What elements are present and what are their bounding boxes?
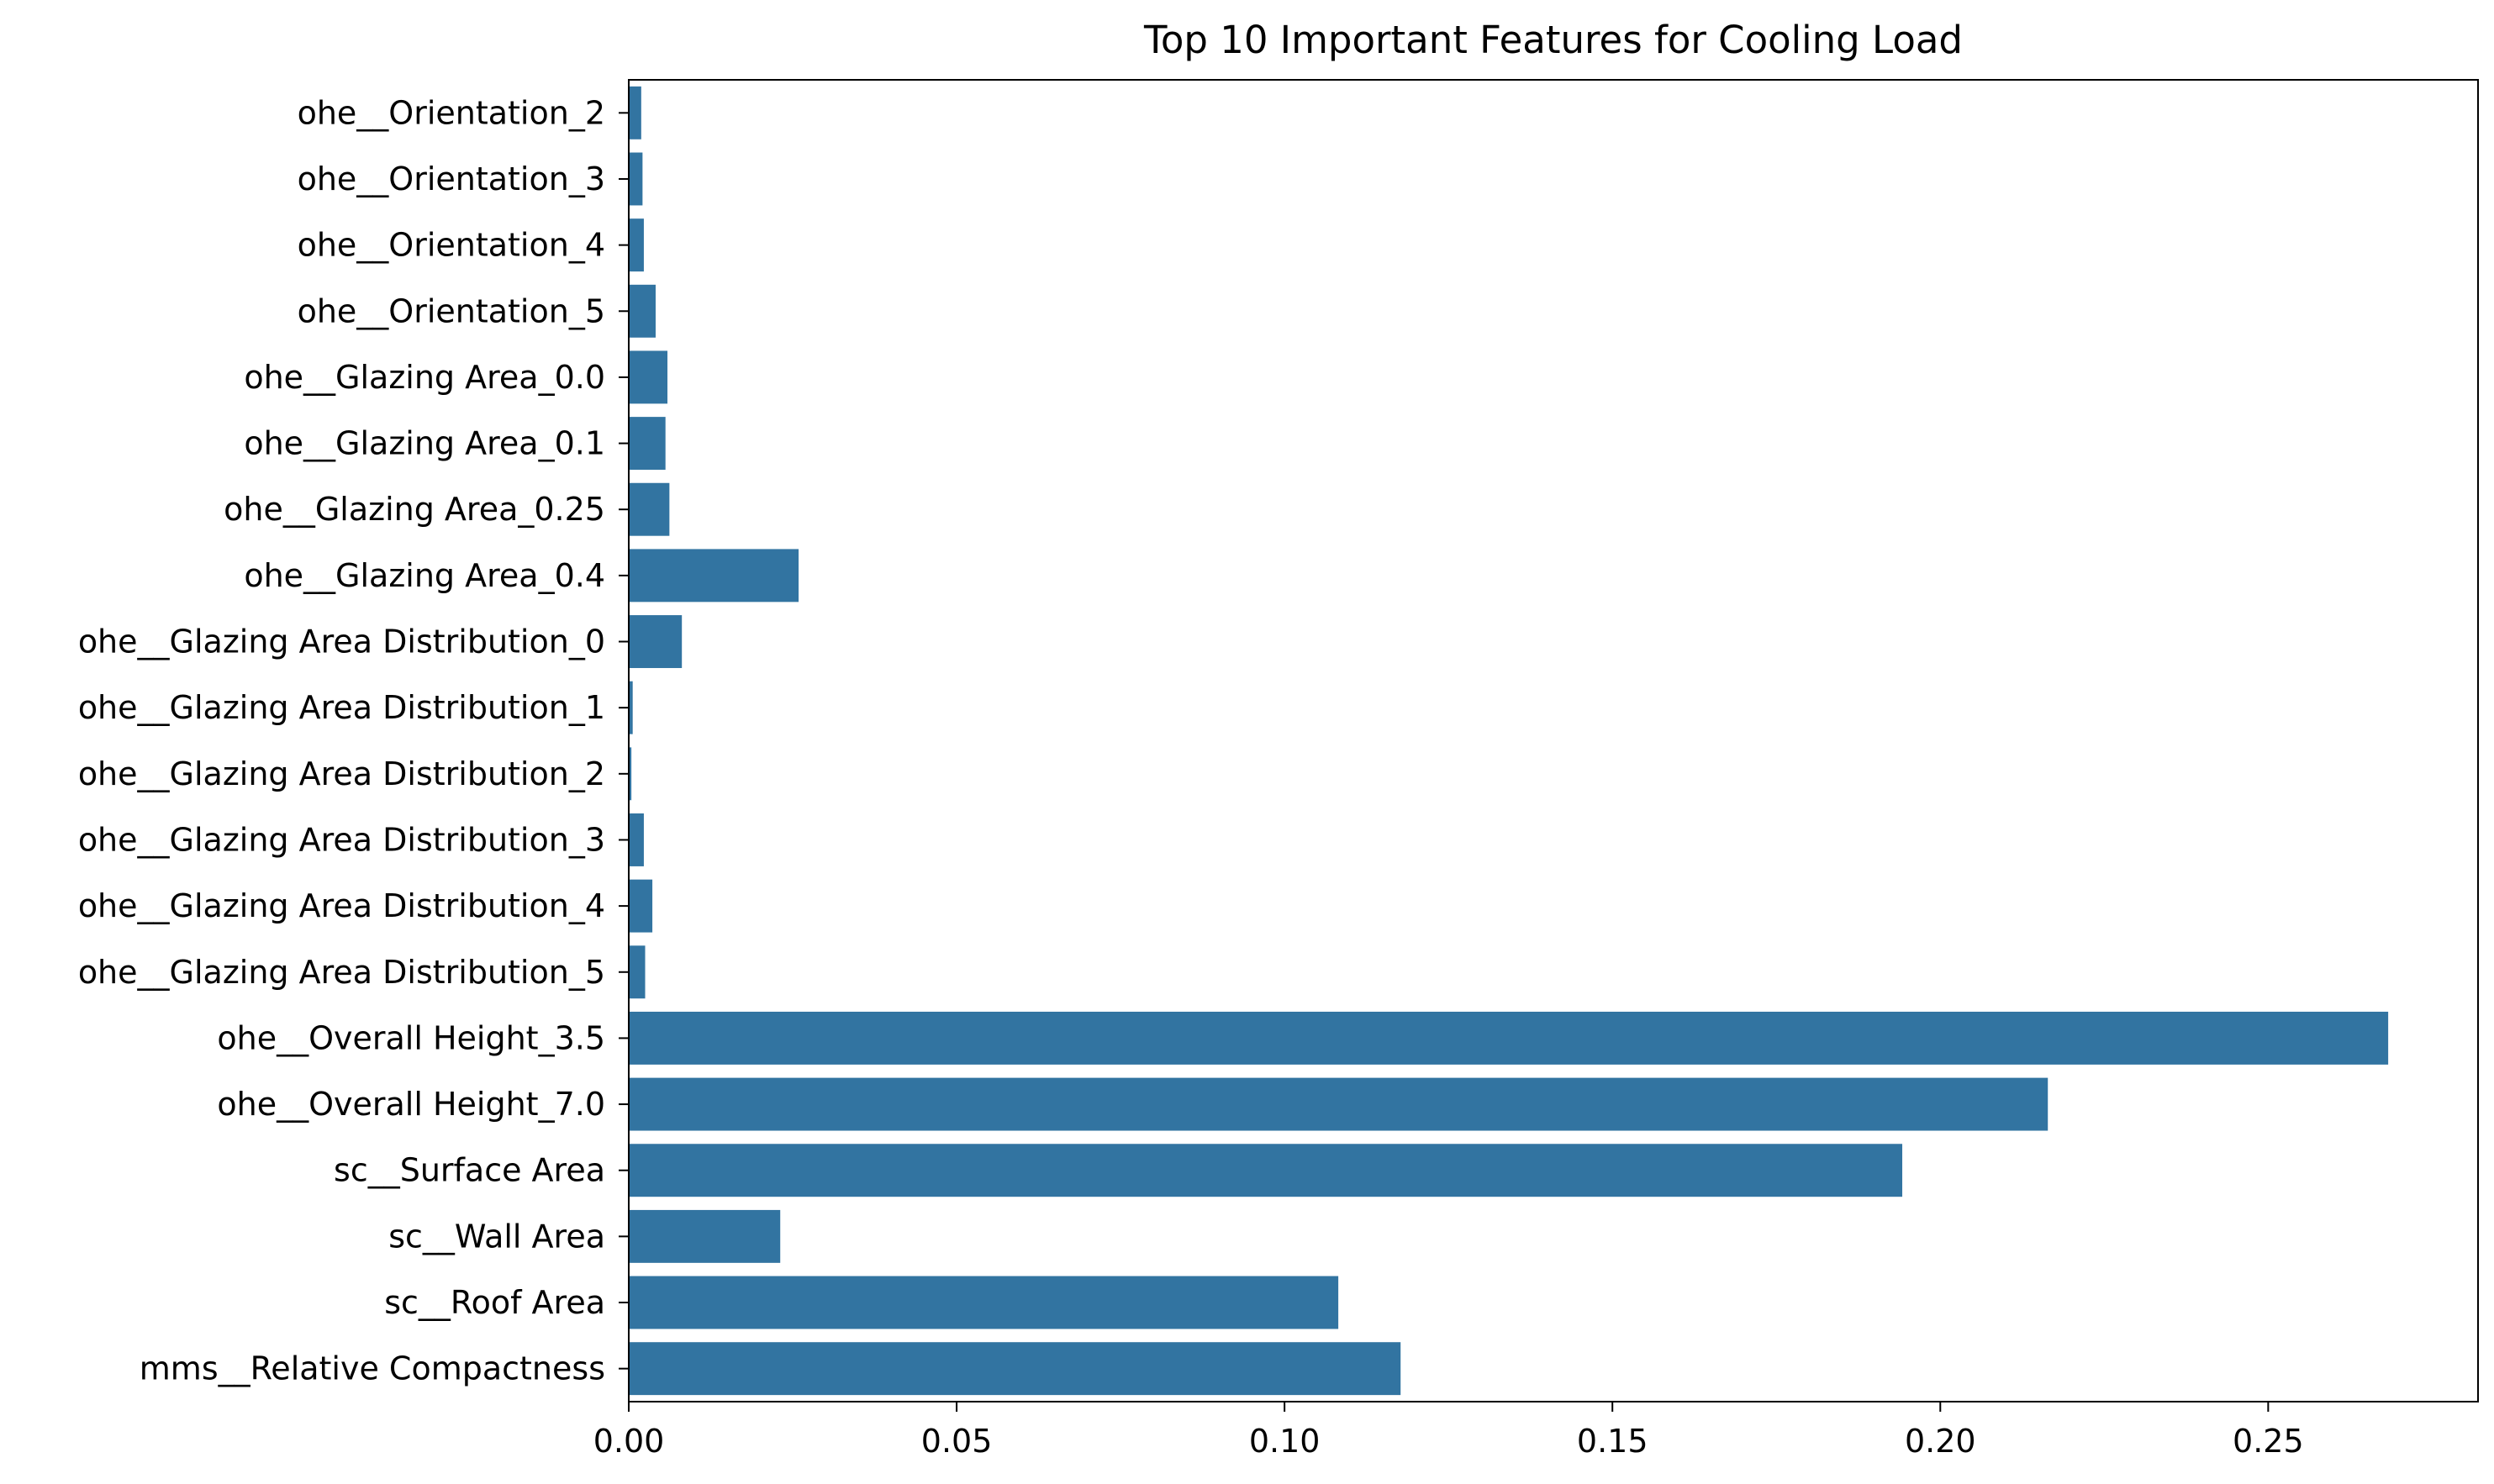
bar (629, 1276, 1339, 1329)
y-tick-label: ohe__Overall Height_3.5 (217, 1019, 605, 1056)
bar (629, 879, 653, 933)
bar (629, 1011, 2389, 1065)
bar (629, 482, 670, 536)
bars-group (629, 86, 2389, 1396)
y-tick-label: ohe__Overall Height_7.0 (217, 1086, 605, 1123)
y-tick-label: ohe__Glazing Area Distribution_4 (78, 887, 605, 924)
bar (629, 1342, 1401, 1396)
bar (629, 417, 666, 471)
bar (629, 350, 668, 404)
y-tick-label: ohe__Orientation_3 (298, 161, 605, 197)
y-tick-label: sc__Surface Area (334, 1152, 605, 1189)
x-tick-label: 0.10 (1249, 1423, 1321, 1460)
bar (629, 945, 646, 999)
y-tick-label: ohe__Orientation_2 (298, 94, 605, 131)
bar (629, 86, 641, 139)
bar (629, 218, 644, 272)
bar (629, 1077, 2048, 1131)
x-tick-label: 0.15 (1577, 1423, 1648, 1460)
y-tick-label: ohe__Glazing Area_0.0 (244, 359, 605, 396)
bar (629, 549, 799, 603)
chart-title: Top 10 Important Features for Cooling Lo… (1143, 18, 1963, 62)
y-tick-label: sc__Wall Area (388, 1218, 605, 1255)
bar (629, 284, 656, 338)
x-tick-label: 0.00 (593, 1423, 665, 1460)
bar (629, 1144, 1903, 1197)
x-axis-ticks: 0.00 0.05 0.10 0.15 0.20 0.25 (593, 1402, 2304, 1460)
x-tick-label: 0.05 (921, 1423, 993, 1460)
y-tick-label: ohe__Glazing Area_0.1 (244, 425, 605, 462)
bar (629, 152, 643, 206)
bar (629, 1209, 781, 1263)
y-tick-label: sc__Roof Area (384, 1284, 605, 1321)
y-tick-label: ohe__Orientation_5 (298, 292, 605, 329)
bar (629, 747, 632, 801)
plot-frame (628, 79, 2479, 1402)
y-tick-label: ohe__Glazing Area Distribution_3 (78, 821, 605, 858)
y-tick-label: ohe__Glazing Area Distribution_0 (78, 624, 605, 660)
x-tick-label: 0.20 (1905, 1423, 1976, 1460)
y-tick-label: ohe__Glazing Area Distribution_2 (78, 755, 605, 792)
y-tick-label: ohe__Orientation_4 (298, 227, 605, 264)
bar (629, 813, 644, 866)
bar (629, 615, 683, 668)
y-tick-label: ohe__Glazing Area_0.4 (244, 557, 605, 594)
y-tick-label: mms__Relative Compactness (140, 1350, 605, 1387)
y-tick-label: ohe__Glazing Area_0.25 (224, 491, 605, 528)
y-axis-ticks: ohe__Orientation_2 ohe__Orientation_3 ohe_… (78, 94, 629, 1387)
y-tick-label: ohe__Glazing Area Distribution_1 (78, 689, 605, 726)
x-tick-label: 0.25 (2233, 1423, 2304, 1460)
bar (629, 681, 633, 734)
y-tick-label: ohe__Glazing Area Distribution_5 (78, 954, 605, 991)
